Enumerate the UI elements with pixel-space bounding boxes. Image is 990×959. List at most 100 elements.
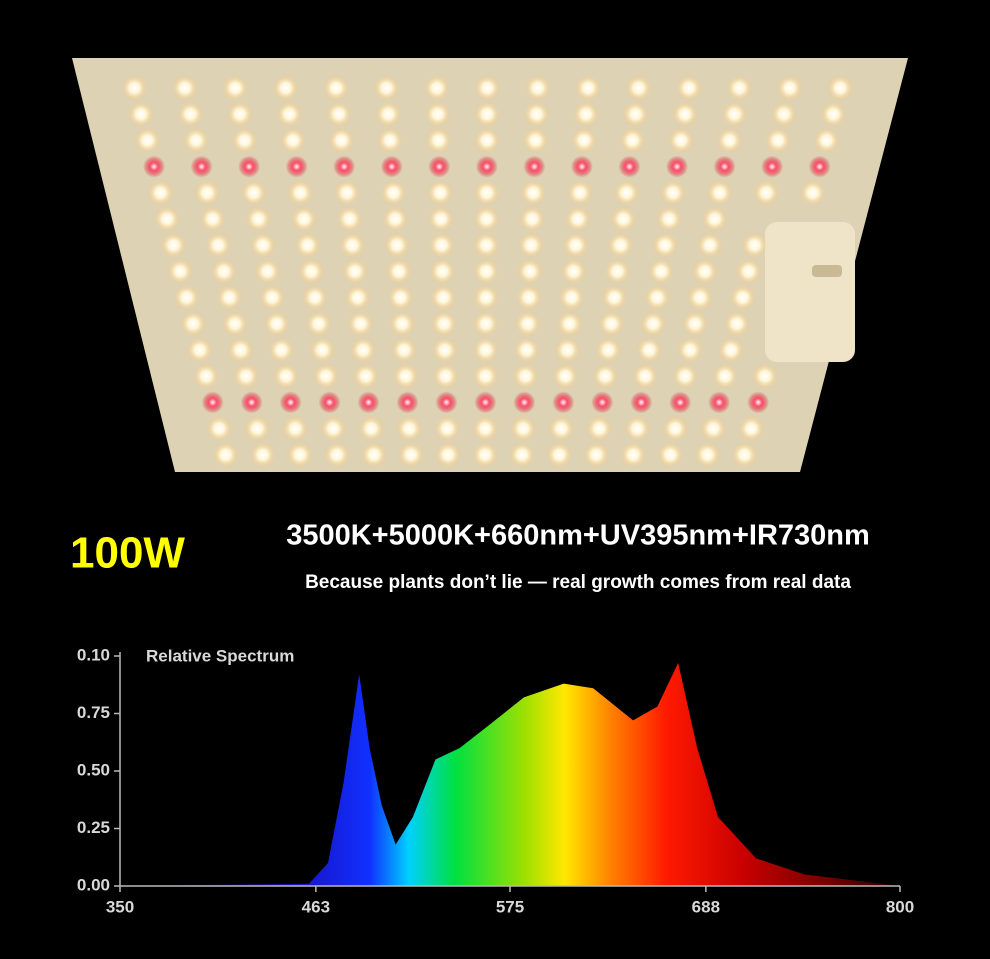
y-tick-label: 0.75	[77, 703, 110, 722]
led	[632, 363, 659, 390]
led	[473, 179, 500, 206]
led	[575, 75, 602, 101]
red-led	[333, 155, 356, 178]
led	[167, 258, 194, 285]
led	[640, 310, 667, 337]
led	[509, 441, 536, 468]
led	[473, 232, 500, 259]
led	[389, 310, 416, 337]
led	[723, 310, 750, 337]
led	[701, 206, 728, 232]
red-led	[435, 391, 458, 414]
led	[622, 101, 649, 128]
led	[276, 101, 303, 128]
led	[244, 415, 271, 442]
led	[186, 337, 213, 363]
led	[524, 75, 551, 101]
led	[558, 284, 585, 311]
red-led	[808, 155, 831, 178]
led	[799, 179, 826, 206]
led-board	[72, 58, 908, 472]
led	[272, 363, 299, 390]
red-led	[591, 391, 614, 414]
led	[592, 363, 619, 390]
led	[741, 232, 768, 259]
led	[375, 101, 402, 128]
led	[776, 75, 803, 101]
led	[325, 101, 352, 128]
led	[644, 284, 671, 311]
led	[510, 415, 537, 442]
led	[431, 310, 458, 337]
led	[231, 127, 258, 154]
led	[583, 441, 610, 468]
led	[427, 206, 454, 232]
led	[342, 258, 369, 285]
led	[696, 232, 723, 259]
led	[753, 179, 780, 206]
x-tick-label: 463	[302, 897, 330, 916]
led	[556, 310, 583, 337]
red-led	[475, 155, 498, 178]
red-led	[708, 391, 731, 414]
red-led	[285, 155, 308, 178]
tagline: Because plants don’t lie — real growth c…	[305, 572, 851, 593]
led	[513, 337, 540, 363]
led	[515, 284, 542, 311]
led	[564, 206, 591, 232]
led	[193, 363, 220, 390]
spectrum-area	[120, 662, 900, 886]
led	[373, 75, 400, 101]
led	[424, 101, 451, 128]
red-led	[513, 391, 536, 414]
led	[194, 179, 221, 206]
led	[435, 441, 462, 468]
led	[350, 337, 377, 363]
led	[272, 75, 299, 101]
led	[566, 179, 593, 206]
red-led	[474, 391, 497, 414]
red-led	[747, 391, 770, 414]
led	[686, 284, 713, 311]
led	[735, 258, 762, 285]
led	[221, 310, 248, 337]
led	[738, 415, 765, 442]
led	[474, 75, 501, 101]
led	[519, 206, 546, 232]
led	[598, 310, 625, 337]
led	[431, 337, 458, 363]
led	[227, 337, 254, 363]
red-led	[669, 391, 692, 414]
led	[336, 206, 363, 232]
led	[290, 206, 317, 232]
led	[571, 127, 598, 154]
y-tick-label: 0.50	[77, 760, 110, 779]
led	[312, 363, 339, 390]
led	[813, 127, 840, 154]
led	[472, 441, 499, 468]
led	[344, 284, 371, 311]
led	[180, 310, 207, 337]
led	[660, 179, 687, 206]
led	[249, 441, 276, 468]
led	[320, 415, 347, 442]
led	[328, 127, 355, 154]
red-led	[523, 155, 546, 178]
red-led	[380, 155, 403, 178]
led	[206, 415, 233, 442]
led	[677, 337, 704, 363]
red-led	[190, 155, 213, 178]
led	[473, 258, 500, 285]
red-led	[396, 391, 419, 414]
led	[240, 179, 267, 206]
led	[731, 441, 758, 468]
led	[432, 363, 459, 390]
x-tick-label: 350	[106, 897, 134, 916]
led	[390, 337, 417, 363]
x-tick-label: 800	[886, 897, 914, 916]
led	[716, 127, 743, 154]
red-led	[618, 155, 641, 178]
led	[548, 415, 575, 442]
led	[259, 284, 286, 311]
